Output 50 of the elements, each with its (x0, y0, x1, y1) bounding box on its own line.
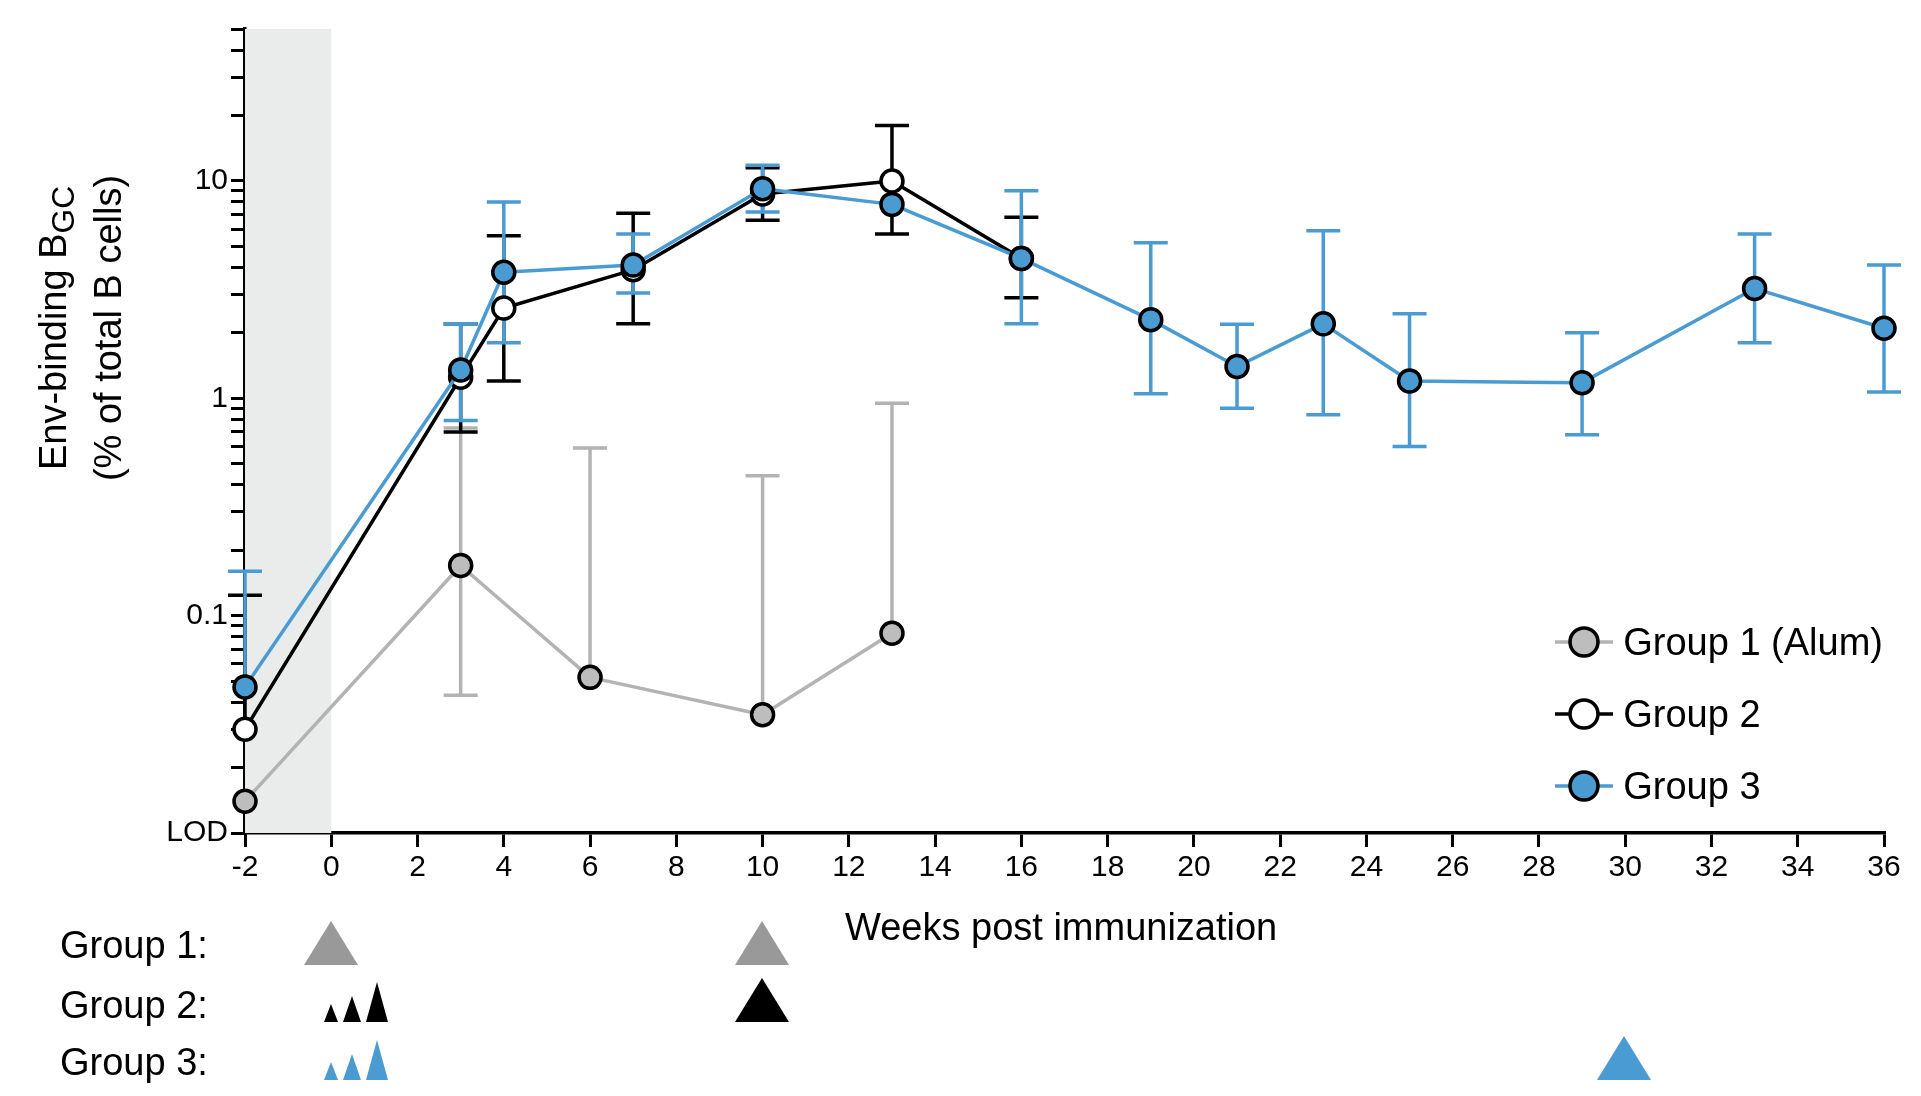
point (1569, 369, 1595, 396)
x-axis-title: Weeks post immunization (845, 905, 1278, 949)
x-tick-label: 20 (1177, 849, 1211, 883)
point (1741, 275, 1768, 302)
x-tick-label: 12 (832, 849, 866, 883)
legend-label: Group 1 (Alum) (1623, 620, 1883, 664)
point (879, 620, 905, 646)
x-tick-label: 4 (495, 849, 513, 883)
x-tick-label: 14 (918, 849, 952, 883)
point (491, 295, 517, 321)
point (1310, 311, 1337, 337)
x-tick-label: 6 (581, 849, 599, 883)
x-tick-label: 8 (667, 849, 685, 883)
y-tick-label: 1 (211, 379, 228, 413)
text: Group 1: (60, 923, 208, 967)
point (879, 191, 905, 218)
point (620, 252, 646, 278)
x-tick-label: 24 (1349, 849, 1384, 883)
x-tick-label: 32 (1694, 849, 1729, 883)
y-tick-label: LOD (166, 814, 228, 848)
point (879, 168, 905, 194)
x-tick-label: 2 (409, 849, 426, 883)
x-tick-label: 36 (1867, 849, 1901, 883)
x-tick-label: 10 (745, 849, 780, 883)
y-tick-label: 10 (194, 162, 228, 196)
point (447, 357, 474, 383)
point (1224, 353, 1250, 380)
y-tick-label: 0.1 (186, 596, 228, 630)
x-tick-label: 34 (1781, 849, 1815, 883)
x-tick-label: 16 (1004, 849, 1039, 883)
point (232, 788, 258, 814)
point (491, 259, 517, 286)
point (749, 176, 776, 202)
x-tick-label: 18 (1090, 849, 1125, 883)
x-tick-label: -2 (231, 849, 259, 883)
point (1138, 306, 1164, 333)
text: Group 2: (60, 983, 208, 1027)
point (749, 701, 776, 728)
legend-label: Group 2 (1623, 692, 1761, 736)
point (1871, 315, 1897, 341)
point (577, 664, 603, 691)
x-tick-label: 0 (322, 849, 340, 883)
x-tick-label: 22 (1263, 849, 1297, 883)
point (447, 552, 474, 579)
x-tick-label: 26 (1436, 849, 1470, 883)
x-tick-label: 28 (1522, 849, 1556, 883)
legend-label: Group 3 (1623, 764, 1761, 808)
point (1396, 368, 1423, 394)
text: Group 3: (60, 1040, 208, 1084)
x-tick-label: 30 (1608, 849, 1642, 883)
